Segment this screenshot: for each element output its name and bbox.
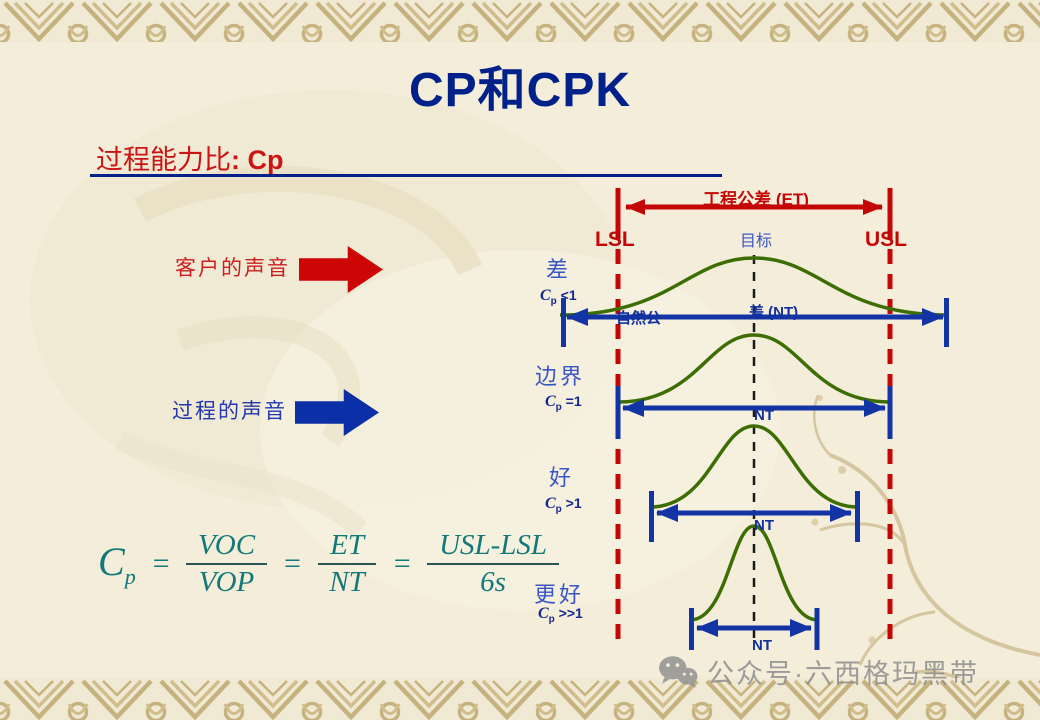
top-border-ornament (0, 0, 1040, 42)
equals-sign: = (391, 546, 413, 580)
equals-sign: = (150, 546, 171, 580)
fraction-usl-lsl-6s: USL-LSL 6s (427, 528, 560, 600)
watermark: 公众号·六西格玛黑带 (658, 652, 979, 691)
nt-label-good: NT (754, 517, 774, 534)
equals-sign: = (282, 546, 303, 580)
bell-curve-better (689, 524, 819, 622)
cp-formula: Cp = VOC VOP = ET NT = USL-LSL 6s (98, 528, 560, 600)
cp-condition-marginal: Cp =1 (545, 393, 582, 413)
lsl-label: LSL (595, 228, 635, 251)
bell-curve-poor (559, 256, 949, 317)
nt-label-better: NT (752, 637, 772, 654)
usl-label: USL (865, 228, 907, 251)
bottom-border-ornament (0, 678, 1040, 720)
target-label: 目标 (739, 233, 773, 250)
voice-of-process-label: 过程的声音 (172, 400, 287, 423)
page-title: CP和CPK (408, 64, 632, 117)
section-heading-zh: 过程能力比 (96, 145, 231, 175)
watermark-text: 公众号·六西格玛黑带 (707, 659, 979, 689)
voice-of-customer-label: 客户的声音 (175, 257, 290, 280)
nt-label-marginal: NT (754, 407, 774, 424)
bell-curve-good (649, 424, 859, 509)
formula-cp-symbol: Cp (98, 538, 136, 589)
section-heading-latin: : Cp (231, 145, 284, 175)
row-label-better: 更好 (534, 582, 585, 607)
fraction-et-nt: ET NT (317, 528, 376, 600)
heading-underline (90, 174, 722, 177)
cp-condition-poor: Cp <1 (540, 287, 577, 307)
capability-diagram (559, 188, 949, 650)
cp-condition-better: Cp >>1 (538, 605, 583, 625)
et-label: 工程公差 (ET) (703, 190, 809, 209)
wechat-icon (659, 655, 698, 688)
row-label-poor: 差 (546, 257, 572, 282)
natural-tolerance-label-part1: 自然公 (616, 310, 662, 327)
row-label-marginal: 边界 (535, 364, 586, 389)
section-heading: 过程能力比: Cp (96, 138, 283, 177)
fraction-voc-vop: VOC VOP (185, 528, 268, 600)
cp-condition-good: Cp >1 (545, 495, 582, 515)
row-label-good: 好 (549, 465, 575, 490)
natural-tolerance-label-part2: 差 (NT) (749, 304, 799, 321)
bell-curve-marginal (617, 333, 891, 404)
